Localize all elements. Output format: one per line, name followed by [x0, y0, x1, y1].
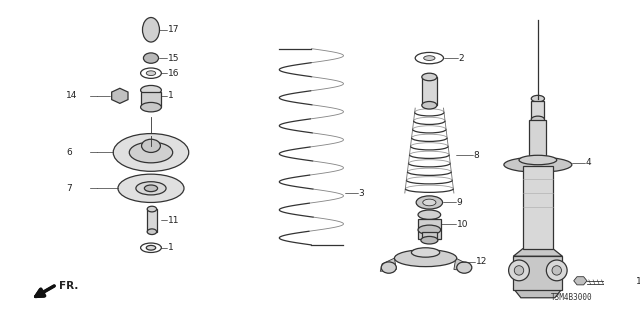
Text: 9: 9 [457, 198, 463, 207]
Ellipse shape [422, 101, 437, 109]
Ellipse shape [422, 73, 437, 81]
Text: 8: 8 [474, 151, 479, 160]
Polygon shape [380, 258, 396, 271]
Ellipse shape [423, 199, 436, 206]
Ellipse shape [147, 206, 157, 212]
Ellipse shape [394, 250, 457, 267]
Ellipse shape [421, 236, 438, 244]
Text: 15: 15 [168, 53, 179, 63]
Polygon shape [513, 288, 563, 298]
Ellipse shape [118, 174, 184, 203]
Ellipse shape [143, 53, 159, 63]
Ellipse shape [147, 71, 156, 76]
Ellipse shape [416, 196, 443, 209]
Text: T3M4B3000: T3M4B3000 [551, 292, 593, 301]
Polygon shape [513, 249, 563, 256]
Polygon shape [454, 258, 469, 271]
Bar [523, 166, 553, 249]
Ellipse shape [136, 182, 166, 195]
Ellipse shape [141, 139, 161, 152]
Bar [141, 92, 161, 107]
Text: 12: 12 [476, 257, 487, 267]
Ellipse shape [141, 85, 161, 95]
Text: 7: 7 [66, 184, 72, 193]
Ellipse shape [145, 185, 157, 192]
Ellipse shape [412, 248, 440, 257]
Text: 2: 2 [459, 53, 464, 63]
Text: 11: 11 [168, 216, 179, 225]
Bar [531, 100, 545, 119]
Ellipse shape [509, 260, 529, 281]
Ellipse shape [113, 133, 189, 171]
Ellipse shape [457, 262, 472, 273]
Bar [513, 256, 563, 290]
Ellipse shape [147, 245, 156, 250]
Bar [529, 120, 547, 158]
Bar [422, 232, 437, 241]
Ellipse shape [381, 262, 396, 273]
Ellipse shape [552, 266, 561, 275]
Ellipse shape [147, 229, 157, 235]
Ellipse shape [515, 266, 524, 275]
Ellipse shape [504, 157, 572, 172]
Text: 16: 16 [168, 69, 179, 78]
Ellipse shape [531, 116, 545, 123]
Polygon shape [111, 88, 128, 103]
Text: 3: 3 [358, 188, 364, 197]
Text: 1: 1 [168, 91, 173, 100]
Text: 10: 10 [457, 220, 468, 229]
Text: 1: 1 [168, 243, 173, 252]
Ellipse shape [418, 225, 441, 235]
Bar [147, 209, 157, 232]
Ellipse shape [418, 210, 441, 220]
Text: 6: 6 [66, 148, 72, 157]
Ellipse shape [141, 102, 161, 112]
Text: 13: 13 [636, 277, 640, 286]
Text: FR.: FR. [58, 282, 78, 292]
Text: 17: 17 [168, 25, 179, 34]
Ellipse shape [547, 260, 567, 281]
Bar [422, 77, 437, 105]
Ellipse shape [143, 18, 159, 42]
Ellipse shape [424, 56, 435, 60]
Ellipse shape [129, 142, 173, 163]
Text: 14: 14 [66, 91, 77, 100]
Polygon shape [523, 157, 553, 165]
Bar [418, 219, 441, 239]
Ellipse shape [519, 155, 557, 165]
Ellipse shape [531, 95, 545, 102]
Text: 4: 4 [586, 158, 591, 167]
Polygon shape [573, 277, 587, 285]
